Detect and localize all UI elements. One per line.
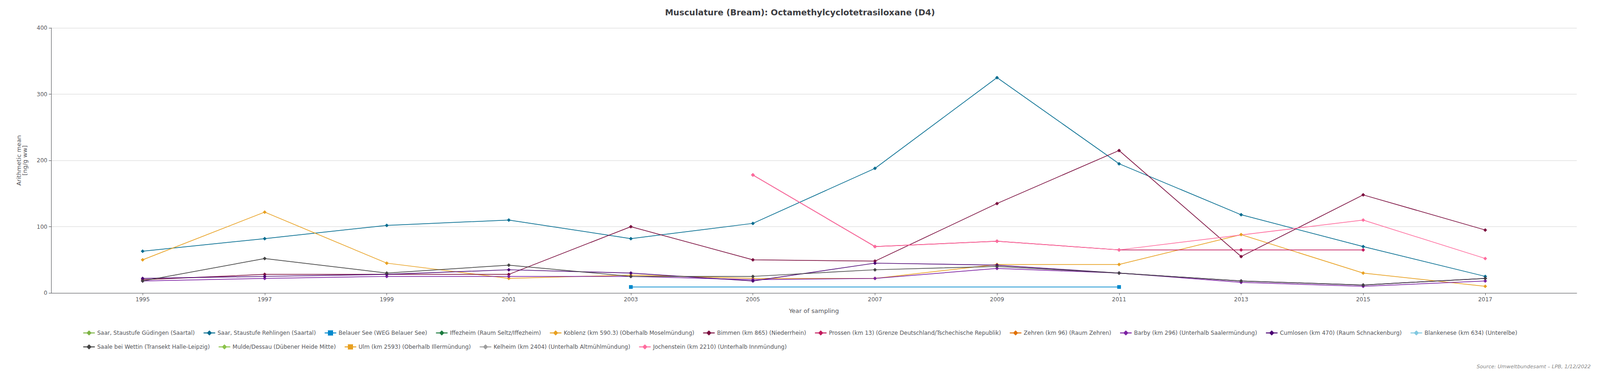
svg-text:2015: 2015 [1356,295,1371,303]
svg-text:Iffezheim (Raum Seltz/Iffezhei: Iffezheim (Raum Seltz/Iffezheim) [449,329,541,336]
svg-text:Blankenese (km 634) (Unterelbe: Blankenese (km 634) (Unterelbe) [1424,329,1518,336]
svg-text:Saale bei Wettin (Transekt Hal: Saale bei Wettin (Transekt Halle-Leipzig… [97,343,210,350]
svg-text:2017: 2017 [1478,295,1493,303]
svg-text:2009: 2009 [990,295,1005,303]
svg-text:2007: 2007 [867,295,883,303]
svg-text:Cumlosen (km 470) (Raum Schnac: Cumlosen (km 470) (Raum Schnackenburg) [1279,329,1402,336]
svg-text:[ng/g ww]: [ng/g ww] [21,145,29,176]
svg-text:100: 100 [36,223,48,230]
svg-text:2001: 2001 [501,295,517,303]
svg-text:0: 0 [43,289,48,296]
svg-text:Jochenstein (km 2210) (Unterha: Jochenstein (km 2210) (Unterhalb Innmünd… [652,343,787,350]
svg-text:Zehren (km 96) (Raum Zehren): Zehren (km 96) (Raum Zehren) [1023,329,1112,336]
svg-text:300: 300 [36,91,48,98]
svg-text:1999: 1999 [379,295,394,303]
svg-text:2003: 2003 [623,295,639,303]
svg-text:Barby (km 296) (Unterhalb Saal: Barby (km 296) (Unterhalb Saalermündung) [1134,329,1258,336]
svg-text:2011: 2011 [1112,295,1127,303]
svg-text:Saar, Staustufe Güdingen (Saar: Saar, Staustufe Güdingen (Saartal) [97,329,195,336]
svg-text:1995: 1995 [135,295,151,303]
svg-text:Saar, Staustufe Rehlingen (Saa: Saar, Staustufe Rehlingen (Saartal) [217,329,316,336]
svg-text:1997: 1997 [257,295,272,303]
svg-text:Year of sampling: Year of sampling [788,307,840,315]
svg-text:Mulde/Dessau (Dübener Heide Mi: Mulde/Dessau (Dübener Heide Mitte) [232,343,336,350]
svg-text:Bimmen (km 865) (Niederrhein): Bimmen (km 865) (Niederrhein) [716,329,807,336]
svg-text:Koblenz (km 590.3) (Oberhalb M: Koblenz (km 590.3) (Oberhalb Moselmündun… [563,329,695,336]
svg-text:Arithmetic mean: Arithmetic mean [15,135,23,186]
svg-text:Kelheim (km 2404) (Unterhalb A: Kelheim (km 2404) (Unterhalb Altmühlmünd… [493,343,631,350]
svg-text:Prossen (km 13) (Grenze Deutsc: Prossen (km 13) (Grenze Deutschland/Tsch… [828,329,1001,336]
svg-text:2013: 2013 [1233,295,1249,303]
svg-text:Source: Umweltbundesamt – LPB,: Source: Umweltbundesamt – LPB, 1/12/2022 [1476,363,1592,370]
svg-text:2005: 2005 [745,295,761,303]
svg-text:200: 200 [36,157,48,164]
svg-text:400: 400 [36,24,48,32]
svg-text:Belauer See (WEG Belauer See): Belauer See (WEG Belauer See) [338,329,428,336]
svg-text:Ulm (km 2593) (Oberhalb Illerm: Ulm (km 2593) (Oberhalb Illermündung) [358,343,472,350]
svg-text:Musculature (Bream): Octamethy: Musculature (Bream): Octamethylcyclotetr… [664,7,935,18]
